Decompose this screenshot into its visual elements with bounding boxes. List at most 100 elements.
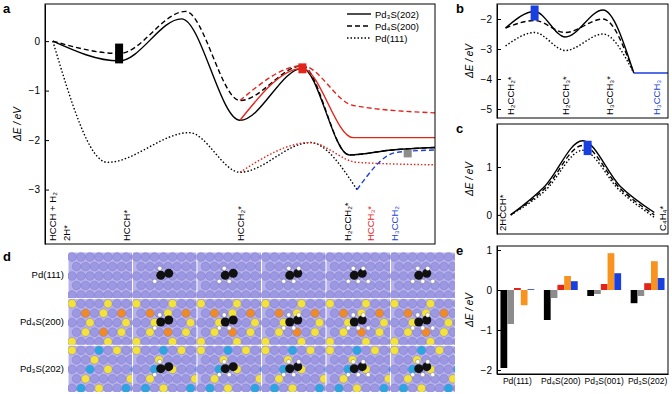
atom [326,253,335,262]
hydrogen-atom [426,313,430,317]
hydrogen-atom [153,326,157,330]
atom [315,291,324,300]
atom [362,337,371,346]
atom [177,291,186,300]
atom [444,346,453,355]
atom [297,337,306,346]
atom [206,384,215,392]
atom [197,253,206,262]
atom [95,337,104,346]
atom [122,337,131,346]
y-axis-title: ΔE / eV [464,161,475,197]
atom [431,356,440,365]
y-tick: 0 [34,36,49,47]
atom [233,291,242,300]
atom [177,384,186,392]
hydrogen-atom [366,326,370,330]
atom [77,299,86,308]
x-tick-label: H₂CCH₂* [342,202,353,241]
atom [335,318,344,327]
atom [68,318,76,327]
atom [173,262,182,271]
plot-area [506,6,668,74]
atom [348,262,357,271]
y-axis: −3−2−10 [29,5,49,245]
atom [237,356,246,365]
carbon-atom [221,318,230,327]
hydrogen-atom [431,326,435,330]
atom [413,262,422,271]
atom [449,328,455,337]
atom [246,281,255,290]
atom [435,384,444,392]
atom [173,281,182,290]
structure-cell [133,345,198,392]
atom [270,291,279,300]
atom [399,291,408,300]
atom [306,337,315,346]
atom [339,356,348,365]
atom [417,337,426,346]
atom [150,291,159,300]
atom [440,328,449,337]
atom [366,262,375,271]
atom [117,281,126,290]
atom [390,299,399,308]
atom [408,384,417,392]
atom [302,375,311,384]
atom [362,346,371,355]
hydrogen-atom [282,279,286,283]
atom [117,309,126,318]
panel-label: c [456,121,463,136]
atom [284,262,293,271]
atom [440,309,449,318]
structure-cell [391,345,456,392]
x-tick-label: H₂CCH₂* [505,76,516,115]
atom [390,318,399,327]
atom [353,253,362,262]
atom [302,262,311,271]
atom [326,337,335,346]
atom [173,356,182,365]
atom [137,328,146,337]
atom [453,291,455,300]
bar [514,288,521,290]
row-label: Pd(111) [32,269,64,280]
atom [233,384,242,392]
atom [444,272,453,281]
structure-cell [262,345,327,392]
atom [261,291,270,300]
atom [168,384,177,392]
atom [326,346,335,355]
atom [246,328,255,337]
legend-swatch [347,37,371,38]
atom [197,299,206,308]
atom [453,318,455,327]
hydrogen-atom [421,326,425,330]
atom [251,318,260,327]
atom [141,384,150,392]
atom [335,384,344,392]
structure-cell [197,252,262,299]
atom [404,356,413,365]
atom [72,328,81,337]
atom [104,299,113,308]
atom [132,291,141,300]
atom [315,346,324,355]
atom [182,262,191,271]
atom [113,299,122,308]
atom [453,384,455,392]
atom [113,365,122,374]
plot-frame [497,124,668,234]
x-tick-label: H₂CCH₃* [560,76,571,115]
atom [375,309,384,318]
atom [306,272,315,281]
atom [150,337,159,346]
atom [306,346,315,355]
atom [186,384,195,392]
atom [164,281,173,290]
atom [146,262,155,271]
atom [197,291,206,300]
atom [380,318,389,327]
atom [77,291,86,300]
